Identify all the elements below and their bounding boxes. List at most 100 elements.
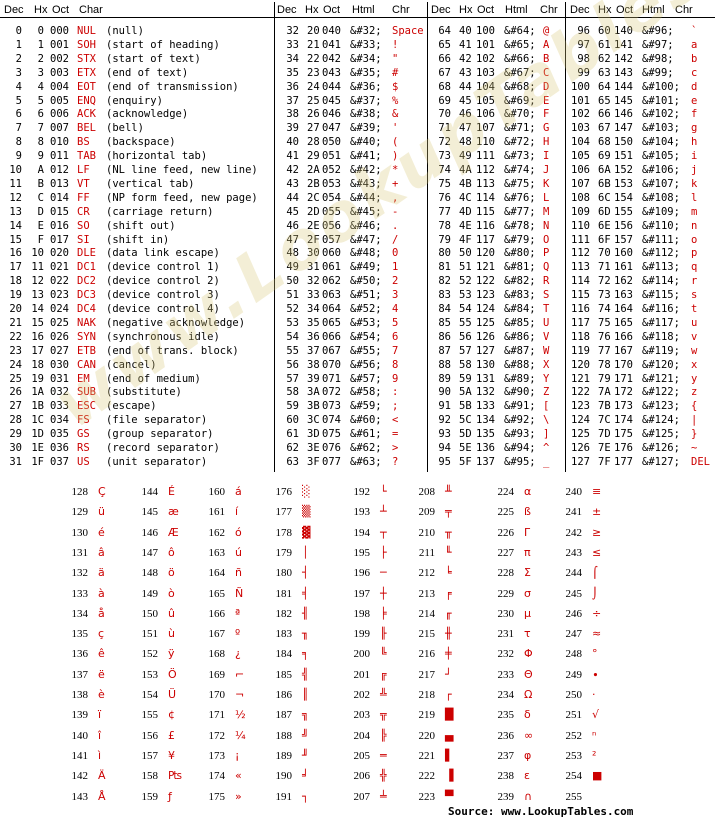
extended-glyph: ⌠ bbox=[592, 566, 598, 580]
html-cell: &#119; bbox=[642, 344, 680, 357]
hex-cell: 6 bbox=[37, 108, 44, 121]
chr-cell: / bbox=[392, 233, 399, 246]
dec-cell: 24 bbox=[9, 358, 22, 371]
extended-glyph: ÷ bbox=[592, 606, 602, 620]
oct-cell: 174 bbox=[614, 414, 633, 427]
extended-char-entry: 132 ä bbox=[66, 563, 136, 583]
html-cell: &#46; bbox=[350, 219, 382, 232]
char-abbr-cell: CR bbox=[77, 205, 90, 218]
html-cell: &#103; bbox=[642, 122, 680, 135]
extended-char-entry: 134 å bbox=[66, 604, 136, 624]
html-cell: &#51; bbox=[350, 289, 382, 302]
char-desc-cell: (acknowledge) bbox=[106, 108, 189, 121]
hex-cell: 7B bbox=[598, 400, 611, 413]
hex-cell: 1B bbox=[31, 400, 44, 413]
char-desc-cell: (shift out) bbox=[106, 219, 176, 232]
extended-char-entry: 157 ¥ bbox=[136, 746, 206, 766]
hex-cell: 15 bbox=[31, 316, 44, 329]
html-cell: &#74; bbox=[504, 164, 536, 176]
html-cell: &#69; bbox=[504, 94, 536, 107]
oct-cell: 061 bbox=[322, 261, 341, 274]
extended-glyph: É bbox=[168, 485, 175, 498]
chr-cell: ^ bbox=[543, 442, 550, 454]
extended-glyph: ° bbox=[592, 647, 598, 661]
oct-cell: 011 bbox=[50, 150, 69, 163]
chr-cell: - bbox=[392, 205, 399, 218]
chr-cell: o bbox=[691, 233, 698, 246]
extended-glyph: ⌡ bbox=[592, 586, 598, 600]
html-cell: &#118; bbox=[642, 330, 680, 343]
dec-cell: 87 bbox=[438, 344, 451, 357]
chr-cell: q bbox=[691, 261, 698, 274]
hex-cell: 69 bbox=[598, 150, 611, 163]
hex-cell: 10 bbox=[31, 247, 44, 260]
extended-code: 242 bbox=[565, 526, 583, 539]
oct-cell: 162 bbox=[614, 275, 633, 288]
extended-char-entry: 158 ₧ bbox=[136, 766, 206, 786]
hex-cell: 7C bbox=[598, 414, 611, 427]
extended-glyph: ▐ bbox=[445, 769, 454, 783]
chr-cell: l bbox=[691, 191, 698, 204]
extended-glyph: « bbox=[235, 769, 242, 783]
char-desc-cell: (substitute) bbox=[106, 386, 182, 399]
hex-cell: 4D bbox=[459, 205, 472, 218]
oct-cell: 030 bbox=[50, 358, 69, 371]
oct-cell: 146 bbox=[614, 108, 633, 121]
extended-glyph: ⌐ bbox=[235, 667, 245, 681]
oct-cell: 062 bbox=[322, 275, 341, 288]
extended-glyph: ╚ bbox=[380, 647, 387, 661]
dec-cell: 23 bbox=[9, 344, 22, 357]
chr-cell: \ bbox=[543, 414, 550, 427]
hex-cell: 65 bbox=[598, 94, 611, 107]
extended-char-entry: 223 ▀ bbox=[413, 787, 483, 807]
hex-cell: 2D bbox=[307, 205, 320, 218]
char-desc-cell: (escape) bbox=[106, 400, 157, 413]
table-row: 30 1E 036 RS (record separator) 62 3E 076 &#62; >… bbox=[0, 441, 715, 455]
extended-char-entry: 155 ¢ bbox=[136, 705, 206, 725]
dec-cell: 97 bbox=[577, 38, 590, 51]
oct-cell: 124 bbox=[476, 303, 495, 315]
char-abbr-cell: SO bbox=[77, 219, 90, 232]
hex-cell: 1D bbox=[31, 428, 44, 441]
oct-cell: 060 bbox=[322, 247, 341, 260]
dec-cell: 34 bbox=[286, 52, 299, 65]
dec-cell: 17 bbox=[9, 261, 22, 274]
extended-glyph: î bbox=[98, 728, 102, 742]
html-cell: &#53; bbox=[350, 316, 382, 329]
hex-cell: 45 bbox=[459, 94, 472, 107]
dec-cell: 16 bbox=[9, 247, 22, 260]
header-chr: Chr bbox=[675, 4, 693, 16]
chr-cell: z bbox=[691, 386, 698, 399]
chr-cell: m bbox=[691, 205, 698, 218]
hex-cell: 74 bbox=[598, 303, 611, 315]
extended-code: 145 bbox=[141, 506, 159, 519]
char-abbr-cell: SUB bbox=[77, 386, 96, 399]
extended-code: 231 bbox=[497, 628, 515, 641]
extended-glyph: ½ bbox=[235, 708, 246, 722]
dec-cell: 117 bbox=[571, 316, 590, 329]
html-cell: &#44; bbox=[350, 191, 382, 204]
extended-code: 215 bbox=[418, 628, 436, 641]
extended-code: 192 bbox=[353, 486, 371, 498]
extended-glyph: û bbox=[168, 606, 175, 620]
extended-code: 255 bbox=[565, 790, 583, 803]
extended-char-entry: 237 φ bbox=[492, 746, 562, 766]
char-abbr-cell: NAK bbox=[77, 316, 96, 329]
chr-cell: E bbox=[543, 94, 550, 107]
dec-cell: 28 bbox=[9, 414, 22, 427]
oct-cell: 123 bbox=[476, 289, 495, 302]
oct-cell: 054 bbox=[322, 191, 341, 204]
extended-code: 234 bbox=[497, 689, 515, 701]
header-divider bbox=[0, 17, 715, 18]
oct-cell: 145 bbox=[614, 94, 633, 107]
dec-cell: 3 bbox=[15, 66, 22, 79]
hex-cell: 7D bbox=[598, 428, 611, 441]
extended-char-entry: 203 ╦ bbox=[348, 705, 418, 725]
extended-char-entry: 218 ┌ bbox=[413, 685, 483, 705]
extended-glyph: ∙ bbox=[592, 667, 599, 681]
dec-cell: 29 bbox=[9, 428, 22, 441]
oct-cell: 154 bbox=[614, 191, 633, 204]
oct-cell: 004 bbox=[50, 80, 69, 93]
extended-glyph: ¥ bbox=[168, 748, 175, 762]
html-cell: &#45; bbox=[350, 205, 382, 218]
